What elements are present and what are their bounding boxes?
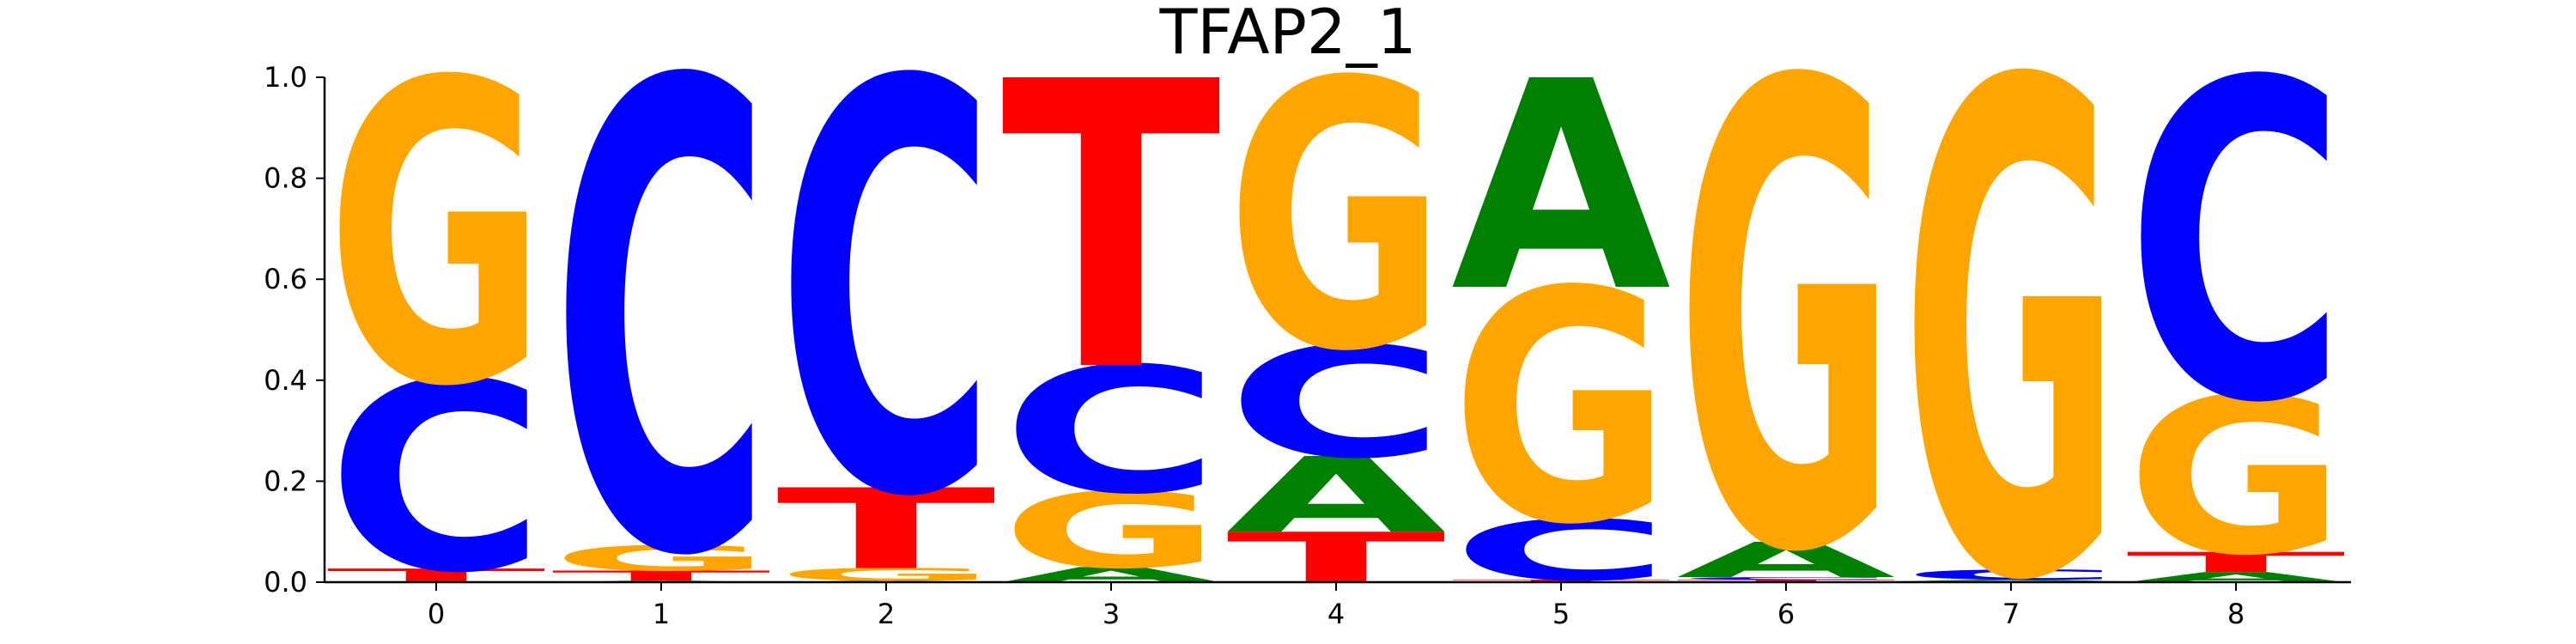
logo-letter-c: C xyxy=(1901,567,2121,583)
logo-letter-c: C xyxy=(1001,331,1221,532)
logo-letter-t: T xyxy=(1451,579,1673,583)
logo-letter-g: G xyxy=(776,565,996,585)
x-tick-label: 7 xyxy=(2002,598,2020,630)
logo-letter-t: T xyxy=(1001,0,1223,459)
logo-letter-g: G xyxy=(551,538,771,579)
logo-letter-g: G xyxy=(1676,0,1896,644)
axes: 0.0 0.2 0.4 0.6 0.8 1.0 0 1 2 3 4 5 6 7 8 xyxy=(264,61,2351,630)
y-tick-label: 0.2 xyxy=(264,465,307,497)
logo-letter-a: A xyxy=(1676,532,1896,589)
x-tick-label: 0 xyxy=(428,598,445,630)
logo-letter-t: T xyxy=(326,565,548,586)
y-tick-label: 0.4 xyxy=(264,364,307,397)
x-tick-label: 8 xyxy=(2227,598,2245,630)
logo-letter-g: G xyxy=(2126,353,2346,603)
logo-letter-a: A xyxy=(1226,435,1446,556)
logo-letter-a: A xyxy=(1901,580,2121,582)
logo-letter-c: C xyxy=(1226,315,1446,492)
y-tick-label: 0.8 xyxy=(264,162,307,195)
logo-letter-c: C xyxy=(551,0,771,644)
logo-letter-g: G xyxy=(1001,471,1221,592)
logo-letter-g: G xyxy=(1451,223,1671,594)
y-tick-label: 0.0 xyxy=(264,566,307,598)
logo-letter-t: T xyxy=(2126,546,2348,579)
logo-letter-c: C xyxy=(1676,576,1896,580)
logo-letter-t: T xyxy=(1676,579,1898,583)
logo-letter-a: A xyxy=(1451,21,1673,355)
x-tick-label: 4 xyxy=(1327,598,1345,630)
x-tick-label: 1 xyxy=(653,598,670,630)
logo-letters: ATCGATGCAGTCAGCTTACGTCGATCAGTACGATGC xyxy=(326,0,2348,644)
logo-letter-g: G xyxy=(326,0,546,477)
logo-letter-c: C xyxy=(326,327,546,629)
logo-letter-t: T xyxy=(551,568,773,584)
chart-title: TFAP2_1 xyxy=(1158,0,1416,68)
x-tick-label: 6 xyxy=(1777,598,1795,630)
x-tick-label: 2 xyxy=(878,598,895,630)
x-tick-label: 5 xyxy=(1552,598,1570,630)
y-tick-label: 1.0 xyxy=(264,61,307,94)
x-tick-label: 3 xyxy=(1103,598,1120,630)
logo-letter-g: G xyxy=(1901,0,2121,644)
y-tick-label: 0.6 xyxy=(264,263,307,295)
logo-letter-g: G xyxy=(1226,5,1446,432)
logo-letter-t: T xyxy=(776,465,998,594)
logo-letter-c: C xyxy=(776,0,996,620)
logo-letter-c: C xyxy=(2126,0,2346,499)
